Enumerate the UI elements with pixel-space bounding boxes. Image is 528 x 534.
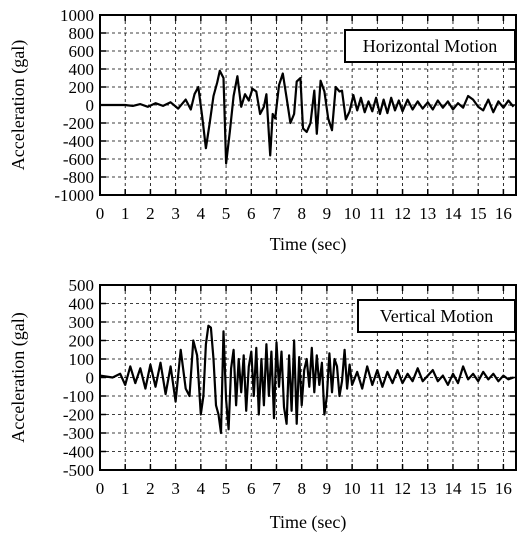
- y-tick-label: -500: [63, 461, 94, 480]
- y-axis-title: Acceleration (gal): [8, 312, 29, 442]
- y-tick-label: 300: [69, 313, 95, 332]
- x-tick-label: 2: [146, 479, 155, 498]
- x-tick-label: 11: [369, 204, 385, 223]
- x-tick-label: 8: [297, 204, 306, 223]
- y-tick-label: -400: [63, 443, 94, 462]
- x-tick-label: 11: [369, 479, 385, 498]
- x-tick-label: 13: [419, 479, 436, 498]
- x-tick-label: 7: [272, 204, 281, 223]
- plot-frame: [99, 14, 517, 196]
- series-line: [100, 69, 515, 165]
- y-tick-label: 0: [86, 96, 95, 115]
- y-tick-label: -800: [63, 168, 94, 187]
- y-tick-label: -300: [63, 424, 94, 443]
- x-tick-label: 7: [272, 479, 281, 498]
- plot-frame: [99, 284, 517, 471]
- chart-title: Horizontal Motion: [363, 36, 497, 56]
- x-tick-label: 3: [171, 204, 180, 223]
- y-tick-label: -100: [63, 387, 94, 406]
- x-tick-label: 9: [323, 204, 332, 223]
- y-tick-label: 200: [69, 332, 95, 351]
- chart-title: Vertical Motion: [380, 306, 493, 326]
- x-tick-label: 13: [419, 204, 436, 223]
- x-tick-label: 8: [297, 479, 306, 498]
- x-tick-label: 5: [222, 479, 231, 498]
- x-tick-label: 12: [394, 204, 411, 223]
- series-line: [99, 324, 514, 435]
- x-tick-label: 6: [247, 479, 256, 498]
- y-tick-label: 800: [69, 24, 95, 43]
- x-tick-label: 16: [495, 204, 512, 223]
- legend: Vertical Motion: [357, 299, 516, 333]
- y-tick-label: -200: [63, 406, 94, 425]
- y-tick-label: -600: [63, 150, 94, 169]
- y-tick-label: 400: [69, 60, 95, 79]
- y-tick-label: -400: [63, 132, 94, 151]
- y-tick-label: -1000: [54, 186, 94, 205]
- x-tick-label: 14: [444, 204, 462, 223]
- x-tick-label: 10: [344, 204, 361, 223]
- x-tick-label: 0: [96, 479, 105, 498]
- x-tick-label: 4: [197, 479, 206, 498]
- y-tick-label: 400: [69, 295, 95, 314]
- x-tick-label: 5: [222, 204, 231, 223]
- y-tick-label: 200: [69, 78, 95, 97]
- y-tick-label: 0: [86, 369, 95, 388]
- x-axis-ticks: 0 1 2 3 4 5 6 7 8 9 10 11 12 13 14 15 16: [96, 15, 512, 223]
- legend-box: [344, 29, 516, 63]
- x-tick-label: 1: [121, 479, 130, 498]
- x-tick-label: 2: [146, 204, 155, 223]
- x-axis-title: Time (sec): [270, 512, 347, 533]
- x-axis-ticks: 0 1 2 3 4 5 6 7 8 9 10 11 12 13 14 15 16: [96, 285, 512, 498]
- legend: Horizontal Motion: [344, 29, 516, 63]
- y-tick-label: 600: [69, 42, 95, 61]
- x-axis-title: Time (sec): [270, 234, 347, 255]
- x-tick-label: 3: [171, 479, 180, 498]
- x-tick-label: 10: [344, 479, 361, 498]
- legend-box: [357, 299, 516, 333]
- y-tick-label: 100: [69, 350, 95, 369]
- x-tick-label: 6: [247, 204, 256, 223]
- x-tick-label: 0: [96, 204, 105, 223]
- x-tick-label: 15: [470, 479, 487, 498]
- x-tick-label: 16: [495, 479, 512, 498]
- x-tick-label: 1: [121, 204, 130, 223]
- y-tick-label: 1000: [60, 6, 94, 25]
- x-tick-label: 12: [394, 479, 411, 498]
- y-tick-label: -200: [63, 114, 94, 133]
- y-tick-label: 500: [69, 276, 95, 295]
- x-tick-label: 4: [197, 204, 206, 223]
- x-tick-label: 15: [470, 204, 487, 223]
- y-axis-title: Acceleration (gal): [8, 40, 29, 170]
- x-tick-label: 9: [323, 479, 332, 498]
- x-tick-label: 14: [444, 479, 462, 498]
